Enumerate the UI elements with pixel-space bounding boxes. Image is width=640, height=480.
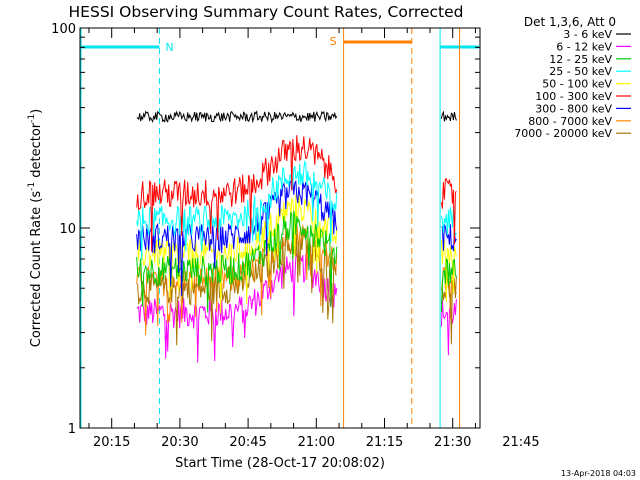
y-tick-label: 100 — [51, 22, 76, 37]
series-line — [440, 110, 457, 122]
series-line — [136, 135, 338, 252]
series-line — [440, 298, 457, 356]
legend-label: 800 - 7000 keV — [528, 115, 612, 128]
series-line — [136, 110, 338, 124]
plot-frame — [79, 27, 481, 429]
y-tick-label: 10 — [59, 222, 76, 237]
x-tick-label: 21:30 — [434, 435, 471, 450]
y-axis-label: Corrected Count Rate (s-1 detector-1) — [27, 109, 44, 347]
footer-date: 13-Apr-2018 04:03 — [561, 469, 636, 478]
legend-label: 100 - 300 keV — [535, 90, 612, 103]
x-tick-label: 20:45 — [229, 435, 266, 450]
x-tick-label: 20:30 — [161, 435, 198, 450]
x-axis-label: Start Time (28-Oct-17 20:08:02) — [175, 456, 385, 471]
legend-label: 7000 - 20000 keV — [514, 127, 612, 140]
y-tick-label: 1 — [68, 422, 76, 437]
legend-title: Det 1,3,6, Att 0 — [524, 15, 616, 29]
x-axis: 20:15 20:30 20:45 21:00 21:15 21:30 21:45 — [88, 28, 540, 450]
x-tick-label: 21:00 — [298, 435, 335, 450]
legend-label: 50 - 100 keV — [542, 78, 612, 91]
series-layer — [136, 110, 457, 363]
series-line — [440, 178, 457, 245]
legend-label: 3 - 6 keV — [563, 28, 612, 41]
saa-label: S — [330, 35, 337, 48]
x-tick-label: 21:15 — [366, 435, 403, 450]
series-line — [136, 160, 338, 261]
chart-title: HESSI Observing Summary Count Rates, Cor… — [69, 3, 464, 21]
series-line — [136, 178, 338, 296]
y-axis: 1 10 100 — [51, 22, 480, 437]
legend-label: 300 - 800 keV — [535, 102, 612, 115]
legend-label: 6 - 12 keV — [556, 40, 612, 53]
night-label: N — [165, 41, 173, 54]
legend-label: 25 - 50 keV — [549, 65, 612, 78]
legend-label: 12 - 25 keV — [549, 53, 612, 66]
x-tick-label: 20:15 — [93, 435, 130, 450]
x-tick-label: 21:45 — [502, 435, 539, 450]
series-line — [440, 257, 457, 312]
